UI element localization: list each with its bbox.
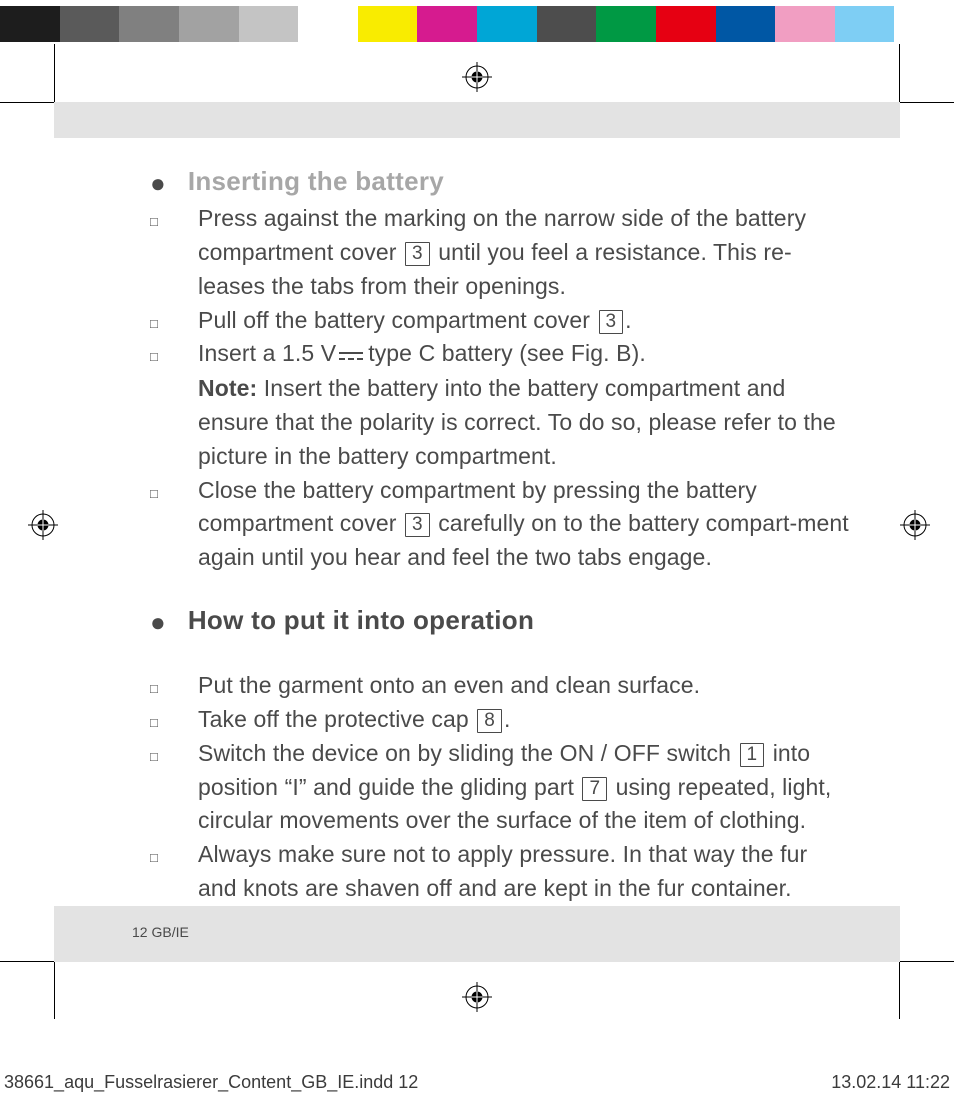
crop-mark	[900, 102, 954, 103]
note-label: Note:	[198, 375, 257, 401]
color-swatch	[716, 6, 776, 42]
list-item-text: Pull off the battery compartment cover 3…	[198, 304, 850, 338]
part-reference: 8	[477, 709, 502, 733]
crop-mark	[899, 44, 900, 102]
color-swatch	[775, 6, 835, 42]
bullet-icon: ●	[150, 170, 166, 196]
crop-mark	[0, 961, 54, 962]
list-item: □Close the battery compartment by pressi…	[150, 474, 850, 575]
content-area: ● Inserting the battery □Press against t…	[150, 162, 850, 906]
part-reference: 1	[740, 743, 765, 767]
slug-file: 38661_aqu_Fusselrasierer_Content_GB_IE.i…	[4, 1072, 418, 1093]
square-bullet-icon: □	[150, 337, 198, 473]
crop-mark	[0, 102, 54, 103]
color-swatch	[894, 6, 954, 42]
list-item-text: Insert a 1.5 Vtype C battery (see Fig. B…	[198, 337, 850, 473]
list-item: □Put the garment onto an even and clean …	[150, 669, 850, 703]
square-bullet-icon: □	[150, 703, 198, 737]
color-swatch	[239, 6, 299, 42]
list-item: □Always make sure not to apply pressure.…	[150, 838, 850, 906]
color-swatch	[358, 6, 418, 42]
list-item-text: Put the garment onto an even and clean s…	[198, 669, 850, 703]
list-item-text: Close the battery compartment by pressin…	[198, 474, 850, 575]
heading-text: How to put it into operation	[188, 601, 534, 639]
crop-mark	[900, 961, 954, 962]
part-reference: 3	[599, 310, 624, 334]
slug-line: 38661_aqu_Fusselrasierer_Content_GB_IE.i…	[4, 1072, 950, 1093]
instruction-list: □Press against the marking on the narrow…	[150, 202, 850, 575]
list-item: □Pull off the battery compartment cover …	[150, 304, 850, 338]
registration-mark-icon	[28, 510, 58, 540]
list-item: □Take off the protective cap 8.	[150, 703, 850, 737]
list-item-text: Take off the protective cap 8.	[198, 703, 850, 737]
color-swatch	[0, 6, 60, 42]
color-swatch	[835, 6, 895, 42]
section-heading-operation: ● How to put it into operation	[150, 601, 850, 639]
color-swatch	[298, 6, 358, 42]
section-heading-inserting-battery: ● Inserting the battery	[150, 162, 850, 200]
square-bullet-icon: □	[150, 737, 198, 838]
list-item: □Press against the marking on the narrow…	[150, 202, 850, 303]
list-item: □Switch the device on by sliding the ON …	[150, 737, 850, 838]
square-bullet-icon: □	[150, 304, 198, 338]
square-bullet-icon: □	[150, 838, 198, 906]
color-swatch	[417, 6, 477, 42]
page-number: 12 GB/IE	[132, 924, 189, 940]
crop-mark	[54, 44, 55, 102]
part-reference: 3	[405, 513, 430, 537]
slug-timestamp: 13.02.14 11:22	[831, 1072, 950, 1093]
list-item: □Insert a 1.5 Vtype C battery (see Fig. …	[150, 337, 850, 473]
color-swatch	[477, 6, 537, 42]
list-item-text: Press against the marking on the narrow …	[198, 202, 850, 303]
registration-mark-icon	[462, 62, 492, 92]
color-swatch	[537, 6, 597, 42]
square-bullet-icon: □	[150, 202, 198, 303]
bullet-icon: ●	[150, 609, 166, 635]
color-swatch	[60, 6, 120, 42]
color-swatch	[596, 6, 656, 42]
part-reference: 3	[405, 242, 430, 266]
registration-mark-icon	[462, 982, 492, 1012]
print-color-bar	[0, 6, 954, 42]
square-bullet-icon: □	[150, 474, 198, 575]
page: ● Inserting the battery □Press against t…	[0, 0, 954, 1104]
part-reference: 7	[582, 777, 607, 801]
color-swatch	[656, 6, 716, 42]
crop-mark	[899, 961, 900, 1019]
color-swatch	[119, 6, 179, 42]
header-bar	[54, 102, 900, 138]
list-item-text: Always make sure not to apply pressure. …	[198, 838, 850, 906]
list-item-text: Switch the device on by sliding the ON /…	[198, 737, 850, 838]
registration-mark-icon	[900, 510, 930, 540]
square-bullet-icon: □	[150, 669, 198, 703]
color-swatch	[179, 6, 239, 42]
heading-text: Inserting the battery	[188, 162, 444, 200]
crop-mark	[54, 961, 55, 1019]
instruction-list: □Put the garment onto an even and clean …	[150, 669, 850, 906]
